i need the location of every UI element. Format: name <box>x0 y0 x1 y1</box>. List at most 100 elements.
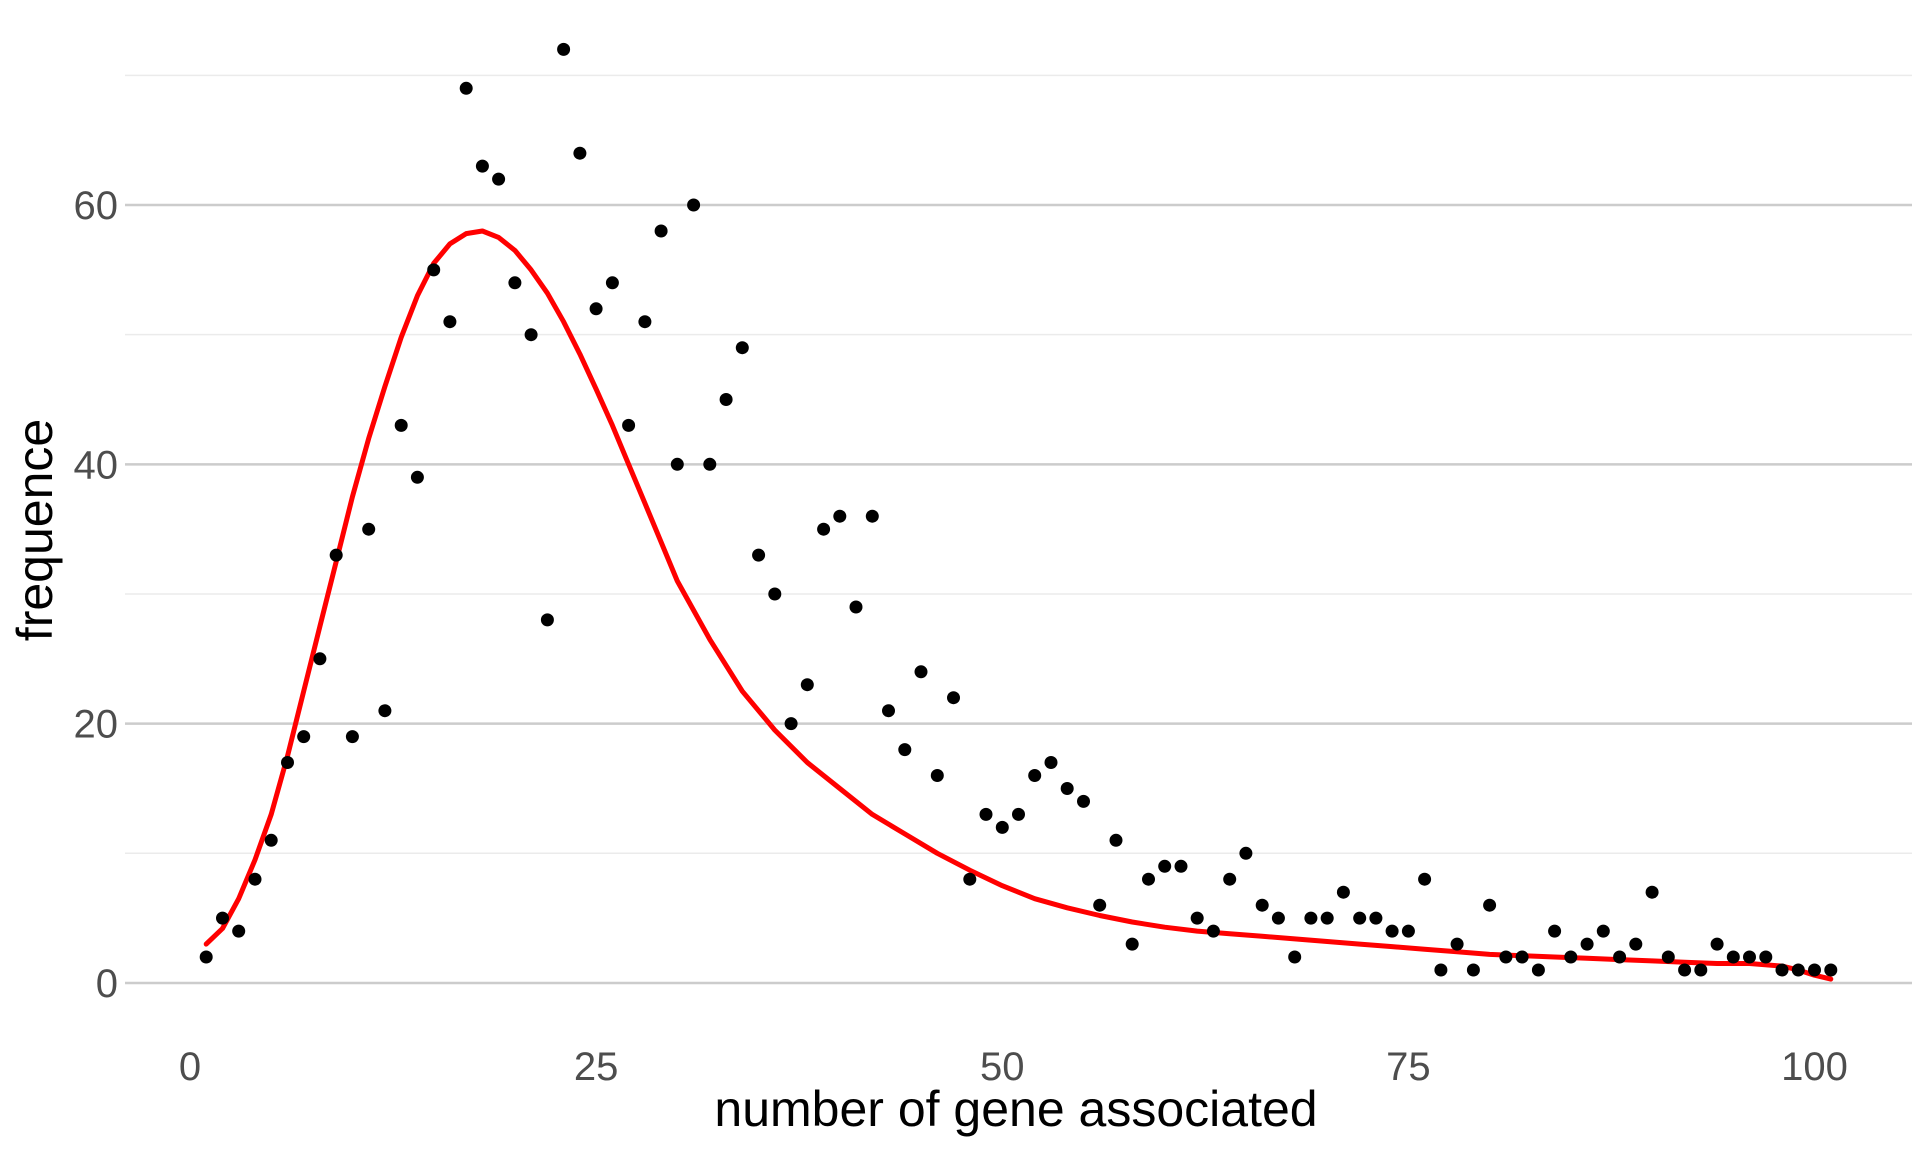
data-point <box>475 159 489 173</box>
data-point <box>1385 924 1399 938</box>
data-point <box>1661 950 1675 964</box>
x-tick-label: 50 <box>980 1045 1025 1089</box>
data-point <box>1158 859 1172 873</box>
data-point <box>264 833 278 847</box>
data-point <box>719 393 733 406</box>
data-point <box>1629 937 1643 951</box>
data-point <box>800 678 814 692</box>
data-point <box>232 924 246 938</box>
data-point <box>1239 846 1253 860</box>
data-point <box>1320 911 1334 925</box>
data-point <box>654 224 668 238</box>
data-point <box>768 587 782 601</box>
data-point <box>1125 937 1139 951</box>
data-point <box>1613 950 1627 964</box>
data-point <box>1775 963 1789 977</box>
data-point <box>345 730 359 744</box>
y-tick-label: 0 <box>96 962 118 1006</box>
data-point <box>1028 769 1042 782</box>
data-point <box>1580 937 1594 951</box>
data-point <box>1012 807 1025 821</box>
data-point <box>508 276 522 290</box>
data-point <box>1564 950 1578 964</box>
data-point <box>492 172 506 186</box>
data-point <box>410 470 424 484</box>
data-point <box>1499 950 1513 964</box>
data-point <box>1515 950 1529 964</box>
data-point <box>427 263 441 277</box>
data-point <box>1174 859 1188 873</box>
data-point <box>281 756 294 769</box>
data-point <box>735 341 749 355</box>
data-point <box>443 315 457 329</box>
data-point <box>1369 911 1383 925</box>
data-point <box>589 302 603 316</box>
fit-curve <box>203 228 1834 982</box>
data-point <box>394 418 408 432</box>
data-point <box>1401 924 1415 938</box>
data-point <box>216 911 229 925</box>
data-point <box>1190 911 1204 925</box>
data-point <box>313 652 327 666</box>
data-point <box>297 730 311 744</box>
data-point <box>1450 937 1464 951</box>
data-point <box>329 548 343 562</box>
data-point <box>1531 963 1545 977</box>
data-point <box>1743 950 1756 964</box>
data-point <box>1694 963 1708 977</box>
x-tick-label: 100 <box>1781 1045 1848 1089</box>
y-tick-label: 20 <box>74 703 119 747</box>
data-point <box>638 315 652 329</box>
data-point <box>1434 963 1448 977</box>
x-tick-label: 75 <box>1386 1045 1431 1089</box>
data-point <box>1304 911 1318 925</box>
data-point <box>833 509 847 523</box>
data-point <box>459 81 473 95</box>
data-point <box>784 717 798 731</box>
data-point <box>1255 898 1269 912</box>
data-point <box>703 457 717 471</box>
data-point <box>865 509 879 523</box>
y-tick-label: 40 <box>74 443 119 487</box>
data-point <box>362 522 376 536</box>
data-point <box>1678 963 1692 977</box>
grid-lines <box>125 74 1912 985</box>
data-point <box>1466 963 1480 977</box>
y-axis-title: frequence <box>7 419 63 641</box>
data-point <box>199 950 213 964</box>
data-point <box>1353 911 1367 925</box>
data-point <box>540 613 554 627</box>
x-tick-label: 0 <box>179 1045 201 1089</box>
data-point <box>995 820 1009 834</box>
x-axis-title: number of gene associated <box>714 1081 1317 1137</box>
data-point <box>1044 756 1058 769</box>
data-point <box>1645 885 1659 899</box>
data-point <box>1548 924 1562 938</box>
data-point <box>947 691 960 705</box>
data-point <box>1288 950 1302 964</box>
data-point <box>1093 898 1107 912</box>
data-point <box>378 704 392 718</box>
data-point <box>930 769 944 782</box>
data-point <box>670 457 684 471</box>
data-point <box>963 872 977 886</box>
data-point <box>1418 872 1432 886</box>
data-point <box>1791 963 1805 977</box>
data-point <box>1336 885 1350 899</box>
y-tick-label: 60 <box>74 184 119 228</box>
data-point <box>1206 924 1220 938</box>
data-point <box>1726 950 1740 964</box>
data-point <box>882 704 895 718</box>
data-point <box>1223 872 1237 886</box>
data-point <box>752 548 766 562</box>
data-point <box>1808 963 1821 977</box>
data-point <box>979 807 993 821</box>
data-point <box>687 198 701 212</box>
fit-curve-layer <box>203 228 1834 982</box>
data-point <box>849 600 863 614</box>
data-point <box>1710 937 1724 951</box>
data-point <box>817 522 831 536</box>
data-point <box>1824 963 1838 977</box>
